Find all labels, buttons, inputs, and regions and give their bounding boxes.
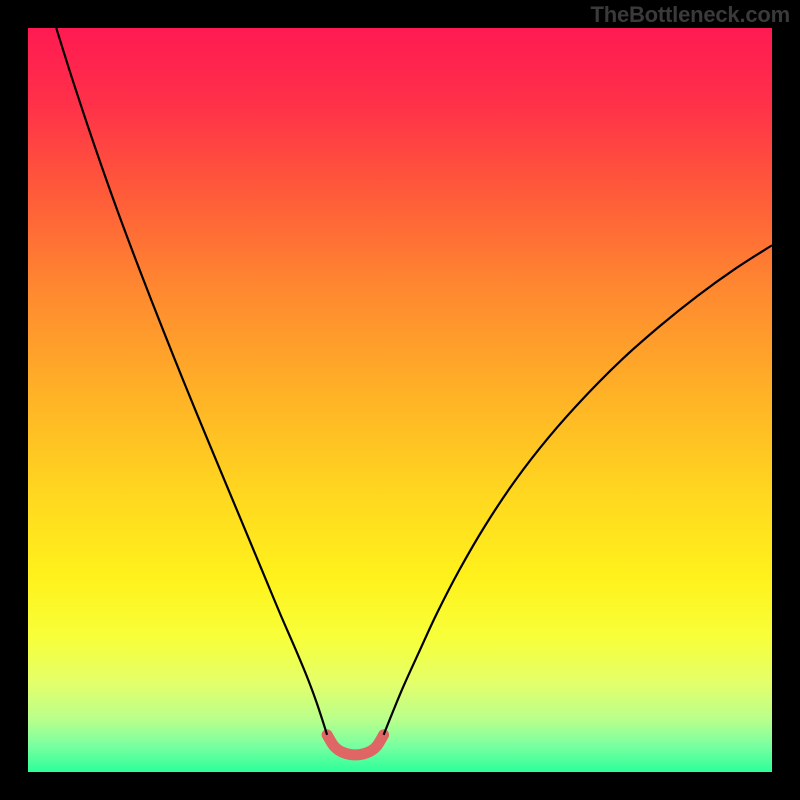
chart-svg: [28, 28, 772, 772]
root-frame: TheBottleneck.com: [0, 0, 800, 800]
watermark-text: TheBottleneck.com: [590, 2, 790, 28]
highlight-u: [327, 735, 384, 755]
plot-area: [28, 28, 772, 772]
right-branch: [384, 245, 772, 735]
left-branch: [56, 28, 327, 735]
